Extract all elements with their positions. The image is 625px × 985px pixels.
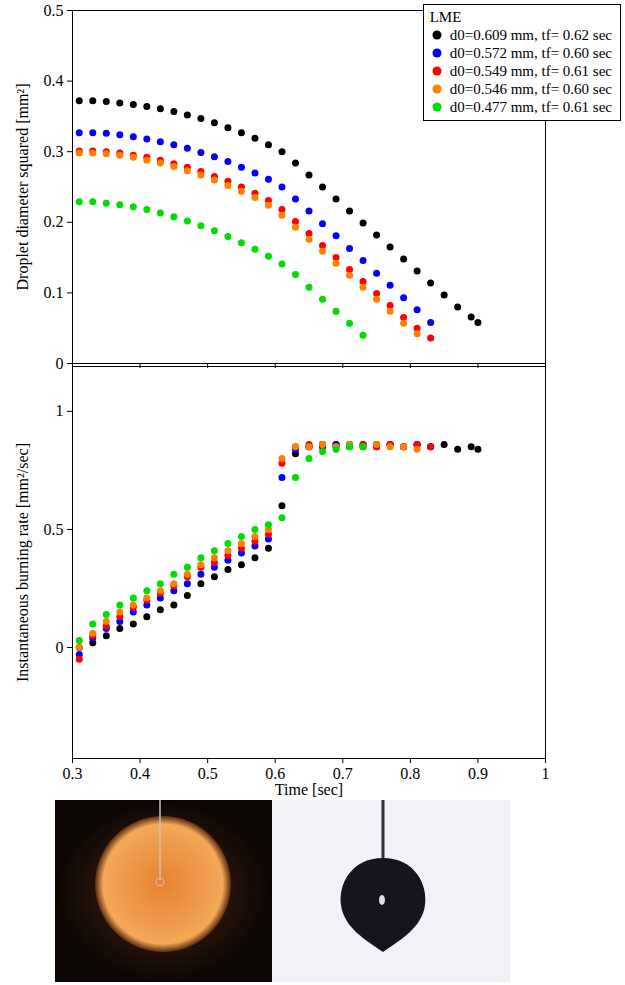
html-text:LME: LME — [429, 9, 462, 25]
svg-text:0.2: 0.2 — [44, 213, 64, 230]
html-text:d0=0.477 mm, tf= 0.61 sec: d0=0.477 mm, tf= 0.61 sec — [449, 99, 612, 115]
svg-text:0: 0 — [56, 639, 64, 656]
html-text:d0=0.546 mm, tf= 0.60 sec: d0=0.546 mm, tf= 0.60 sec — [449, 81, 612, 97]
svg-text:0: 0 — [56, 355, 64, 372]
svg-text:0.5: 0.5 — [198, 765, 218, 782]
svg-text:Time [sec]: Time [sec] — [275, 781, 343, 798]
svg-text:0.9: 0.9 — [468, 765, 488, 782]
svg-text:Droplet diameter squared [mm²]: Droplet diameter squared [mm²] — [14, 84, 32, 291]
html-text:d0=0.572 mm, tf= 0.60 sec: d0=0.572 mm, tf= 0.60 sec — [449, 45, 612, 61]
html-text:d0=0.609 mm, tf= 0.62 sec: d0=0.609 mm, tf= 0.62 sec — [449, 27, 612, 43]
svg-text:1: 1 — [56, 402, 64, 419]
svg-text:0.5: 0.5 — [44, 2, 64, 19]
svg-text:0.5: 0.5 — [44, 521, 64, 538]
html-text:d0=0.549 mm, tf= 0.61 sec: d0=0.549 mm, tf= 0.61 sec — [449, 63, 612, 79]
svg-text:0.6: 0.6 — [265, 765, 285, 782]
svg-text:0.4: 0.4 — [44, 72, 64, 89]
svg-text:Instantaneous burning rate [mm: Instantaneous burning rate [mm²/sec] — [14, 443, 32, 682]
svg-text:0.1: 0.1 — [44, 284, 64, 301]
svg-text:0.3: 0.3 — [63, 765, 83, 782]
svg-text:0.3: 0.3 — [44, 143, 64, 160]
svg-text:1: 1 — [542, 765, 550, 782]
svg-text:0.8: 0.8 — [400, 765, 420, 782]
svg-text:0.7: 0.7 — [333, 765, 353, 782]
svg-text:0.4: 0.4 — [130, 765, 150, 782]
